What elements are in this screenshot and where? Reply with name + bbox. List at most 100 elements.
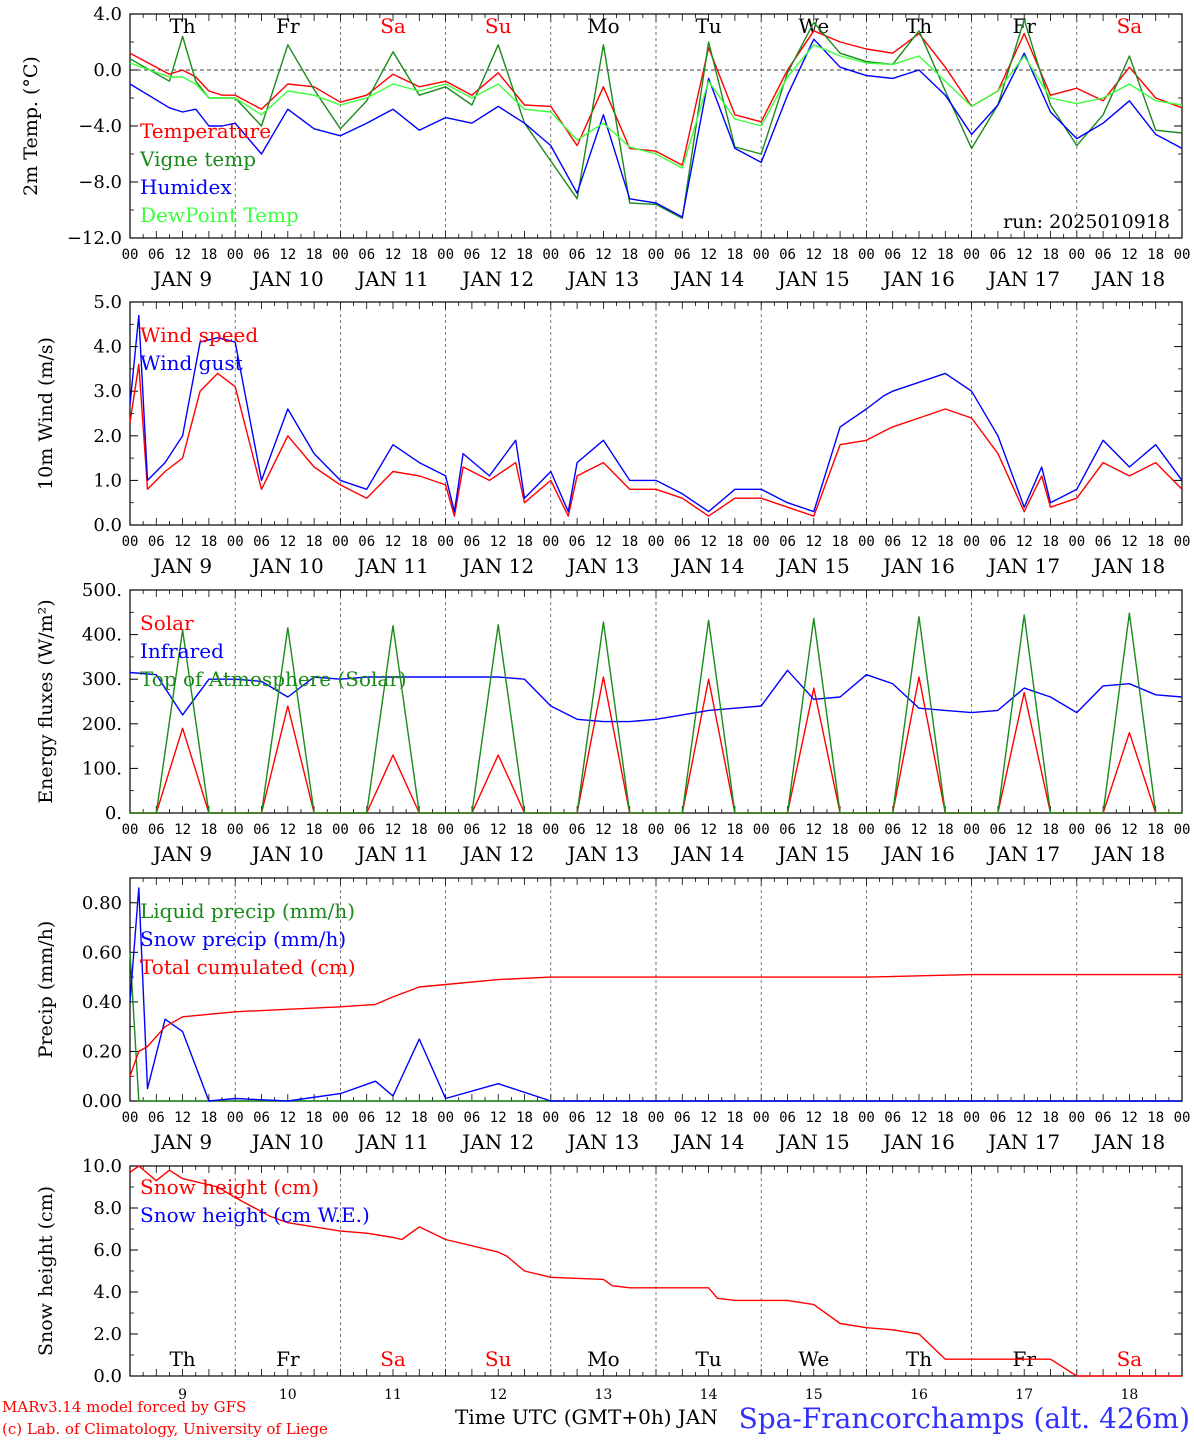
date-label: JAN 12 [460, 267, 534, 291]
hour-tick-label: 12 [1121, 822, 1138, 838]
hour-tick-label: 12 [805, 534, 822, 550]
hour-tick-label: 06 [569, 822, 586, 838]
hour-tick-label: 00 [963, 822, 980, 838]
hour-tick-label: 18 [306, 534, 323, 550]
y-tick-label: 0.20 [82, 1041, 122, 1062]
series-line-temperature-3 [129, 44, 1183, 169]
hour-tick-label: 06 [463, 822, 480, 838]
series-line-wind-0 [129, 363, 1183, 517]
hour-tick-label: 18 [832, 822, 849, 838]
hour-tick-label: 00 [648, 247, 665, 263]
hour-tick-label: 18 [1042, 822, 1059, 838]
hour-tick-label: 06 [569, 534, 586, 550]
hour-tick-label: 12 [279, 247, 296, 263]
date-label: JAN 11 [355, 267, 429, 291]
weekday-label: Fr [276, 14, 300, 38]
date-label: JAN 15 [776, 1130, 850, 1154]
hour-tick-label: 12 [385, 534, 402, 550]
date-label: JAN 17 [986, 267, 1060, 291]
hour-tick-label: 12 [385, 822, 402, 838]
hour-tick-label: 00 [122, 247, 139, 263]
hour-tick-label: 18 [1042, 1110, 1059, 1126]
weekday-label: Sa [1117, 1347, 1143, 1371]
hour-tick-label: 18 [516, 247, 533, 263]
hour-tick-label: 18 [937, 822, 954, 838]
hour-tick-label: 12 [595, 247, 612, 263]
hour-tick-label: 00 [858, 247, 875, 263]
hour-tick-label: 06 [884, 534, 901, 550]
hour-tick-label: 06 [674, 1110, 691, 1126]
hour-tick-label: 00 [542, 1110, 559, 1126]
legend-entry: Liquid precip (mm/h) [140, 899, 355, 923]
hour-tick-label: 00 [1174, 247, 1191, 263]
hour-tick-label: 00 [1068, 247, 1085, 263]
hour-tick-label: 18 [937, 1110, 954, 1126]
run-annotation: run: 2025010918 [1003, 211, 1170, 233]
panels: −12.0 −8.0 −4.0 0.0 4.0 2m Temp. (°C) 00 06 12 18… [20, 4, 1190, 1403]
hour-tick-label: 00 [648, 534, 665, 550]
legend-entry: Snow precip (mm/h) [140, 927, 346, 951]
series-line-precip-2 [129, 973, 1182, 1077]
series-line-snow-0 [129, 1165, 1182, 1377]
series-line-temperature-2 [129, 38, 1183, 218]
date-label: JAN 16 [881, 267, 955, 291]
hour-tick-label: 06 [779, 534, 796, 550]
hour-tick-label: 00 [437, 534, 454, 550]
hour-tick-label: 12 [911, 1110, 928, 1126]
date-label: JAN 16 [881, 554, 955, 578]
y-tick-label: −12.0 [67, 228, 122, 249]
hour-tick-label: 00 [332, 247, 349, 263]
hour-tick-label: 18 [621, 247, 638, 263]
hour-tick-label: 18 [726, 822, 743, 838]
hour-tick-label: 18 [411, 822, 428, 838]
hour-tick-label: 00 [1068, 1110, 1085, 1126]
hour-tick-label: 18 [621, 534, 638, 550]
legend-entry: Snow height (cm W.E.) [140, 1203, 370, 1227]
hour-tick-label: 00 [1068, 822, 1085, 838]
day-number-label: 15 [805, 1387, 823, 1403]
weekday-label: Sa [380, 14, 406, 38]
y-tick-label: 10.0 [82, 1156, 122, 1177]
day-number-label: 17 [1015, 1387, 1033, 1403]
hour-tick-label: 00 [437, 822, 454, 838]
hour-tick-label: 12 [490, 247, 507, 263]
hour-tick-label: 00 [437, 1110, 454, 1126]
hour-tick-label: 06 [253, 822, 270, 838]
y-tick-label: 2.0 [93, 426, 122, 447]
date-label: JAN 14 [671, 842, 745, 866]
hour-tick-label: 06 [463, 534, 480, 550]
y-tick-label: 6.0 [93, 1240, 122, 1261]
date-label: JAN 18 [1092, 842, 1166, 866]
hour-tick-label: 18 [726, 247, 743, 263]
date-label: JAN 14 [671, 554, 745, 578]
weekday-label: Tu [695, 14, 721, 38]
date-label: JAN 11 [355, 1130, 429, 1154]
date-label: JAN 10 [250, 1130, 324, 1154]
hour-tick-label: 00 [542, 534, 559, 550]
hour-tick-label: 18 [832, 247, 849, 263]
hour-tick-label: 12 [805, 822, 822, 838]
y-tick-label: 0.0 [93, 60, 122, 81]
date-label: JAN 10 [250, 842, 324, 866]
hour-tick-label: 18 [1042, 247, 1059, 263]
hour-tick-label: 12 [700, 822, 717, 838]
y-tick-label: 500. [82, 580, 122, 601]
hour-tick-label: 06 [674, 822, 691, 838]
hour-tick-label: 18 [516, 534, 533, 550]
hour-tick-label: 18 [411, 534, 428, 550]
date-label: JAN 9 [151, 842, 212, 866]
date-label: JAN 14 [671, 1130, 745, 1154]
weekday-label: Th [169, 14, 195, 38]
hour-tick-label: 18 [516, 822, 533, 838]
hour-tick-label: 18 [726, 1110, 743, 1126]
date-label: JAN 15 [776, 554, 850, 578]
hour-tick-label: 00 [1174, 534, 1191, 550]
date-label: JAN 18 [1092, 554, 1166, 578]
date-label: JAN 11 [355, 842, 429, 866]
panel-temperature: −12.0 −8.0 −4.0 0.0 4.0 2m Temp. (°C) 00 06 12 18… [20, 4, 1190, 291]
hour-tick-label: 12 [911, 534, 928, 550]
hour-tick-label: 18 [1147, 1110, 1164, 1126]
hour-tick-label: 12 [174, 1110, 191, 1126]
hour-tick-label: 06 [148, 1110, 165, 1126]
hour-tick-label: 06 [463, 1110, 480, 1126]
